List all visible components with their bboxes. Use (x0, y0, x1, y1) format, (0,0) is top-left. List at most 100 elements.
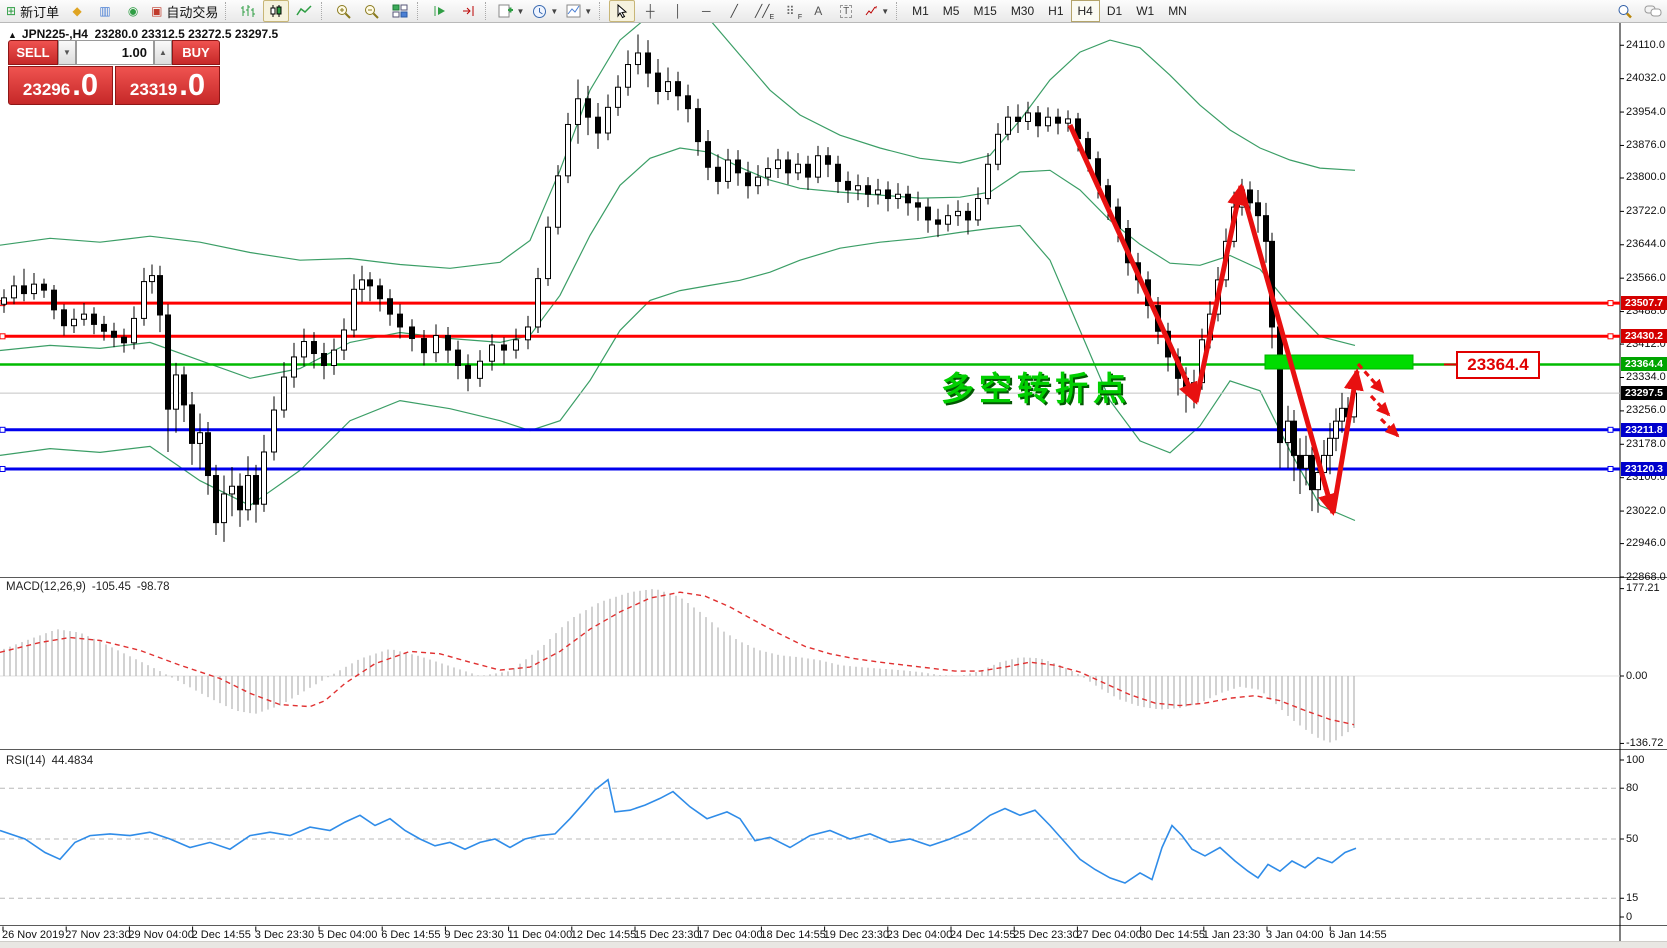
time-axis-label: 3 Jan 04:00 (1266, 929, 1324, 941)
new-chart-icon[interactable]: ▼ (495, 0, 527, 22)
time-axis-label: 9 Dec 23:30 (444, 929, 504, 941)
dropdown-caret-icon[interactable]: ▼ (584, 6, 593, 16)
timeframe-h1[interactable]: H1 (1048, 4, 1064, 18)
timeframe-mn[interactable]: MN (1168, 4, 1187, 18)
price-tag-label[interactable]: 23364.4 (1456, 351, 1540, 379)
channel-icon[interactable]: ╱╱ E (754, 4, 775, 21)
line-chart-icon[interactable] (291, 0, 317, 22)
candle-body (1303, 454, 1309, 469)
dropdown-caret-icon[interactable]: ▼ (550, 6, 559, 16)
candle-body (229, 485, 235, 495)
candle-body (1015, 116, 1021, 122)
autotrading-icon-label: 自动交易 (166, 4, 219, 20)
candle-body (885, 189, 891, 200)
zoom-out-icon[interactable] (359, 0, 385, 22)
rsi-tick-label: 15 (1626, 891, 1639, 904)
chart-shift-icon[interactable] (455, 0, 481, 22)
candle-body (1263, 215, 1269, 242)
horizontal-line-icon[interactable]: ─ (693, 0, 719, 22)
data-window-icon[interactable]: ▥ (92, 0, 118, 22)
timeframe-m1[interactable]: M1 (912, 4, 929, 18)
candle-body (1339, 407, 1345, 422)
shapes-icon[interactable]: ▼ (861, 0, 892, 22)
tile-windows-icon[interactable] (387, 0, 413, 22)
sell-button[interactable]: SELL (8, 40, 58, 65)
candle-body (1, 297, 7, 305)
line-handle (0, 333, 6, 340)
dropdown-caret-icon[interactable]: ▼ (516, 6, 525, 16)
autotrading-icon[interactable]: ▣ 自动交易 (148, 0, 221, 22)
rsi-tick-label: 80 (1626, 781, 1639, 794)
autotrading-icon: ▣ (151, 4, 163, 18)
candle-body (61, 309, 67, 327)
toolbar-separator (485, 2, 491, 20)
chart-annotation-text[interactable]: 多空转折点 (941, 370, 1131, 407)
candle-body (377, 285, 383, 300)
gold-chart-icon[interactable]: ◆ (64, 0, 90, 22)
timeframe-d1[interactable]: D1 (1106, 4, 1123, 18)
time-axis-label: 6 Jan 14:55 (1329, 929, 1387, 941)
auto-scroll-icon[interactable] (427, 0, 453, 22)
new-order-icon[interactable]: ⊞ 新订单 (3, 0, 62, 22)
buy-price-button[interactable]: 23319 .0 (115, 66, 220, 105)
candle-body (51, 289, 57, 311)
cursor-icon[interactable] (609, 0, 636, 22)
chat-icon[interactable] (1640, 0, 1666, 22)
candle-body (189, 404, 195, 444)
timeframe-m30[interactable]: M30 (1010, 4, 1035, 18)
candle-body (367, 279, 373, 287)
templates-icon[interactable]: ▼ (563, 0, 595, 22)
candle-body (735, 159, 741, 174)
candlestick-chart-icon[interactable] (263, 0, 290, 22)
fibonacci-icon[interactable]: ⠿ F (785, 4, 803, 21)
sell-price-button[interactable]: 23296 .0 (8, 66, 113, 105)
time-axis-label: 23 Dec 04:00 (886, 929, 953, 941)
trend-arrow (1193, 183, 1247, 403)
trendline-icon[interactable]: ╱ (721, 0, 747, 22)
time-axis-label: 27 Dec 04:00 (1076, 929, 1142, 941)
candle-body (111, 330, 117, 338)
candle-body (765, 168, 771, 178)
candle-body (513, 339, 519, 351)
zoom-in-icon[interactable] (331, 0, 357, 22)
dashed-forecast-arrow (1379, 417, 1400, 438)
price-level-badge: 23364.4 (1621, 357, 1667, 372)
trend-arrow (1238, 185, 1338, 516)
line-handle (0, 465, 6, 472)
text-icon[interactable]: A (805, 0, 831, 22)
candle-body (213, 475, 219, 524)
time-axis-label: 30 Dec 14:55 (1139, 929, 1206, 941)
radar-icon[interactable]: ◉ (120, 0, 146, 22)
timeframe-w1[interactable]: W1 (1136, 4, 1155, 18)
timeframe-m15[interactable]: M15 (973, 4, 997, 18)
rsi-tick-label: 50 (1626, 832, 1639, 845)
rsi-tick-label: 100 (1626, 753, 1645, 766)
bar-chart-icon[interactable] (235, 0, 261, 22)
time-axis-label: 29 Nov 04:00 (128, 929, 194, 941)
periods-icon[interactable]: ▼ (529, 0, 561, 22)
dropdown-caret-icon[interactable]: ▼ (881, 6, 890, 16)
timeframe-h4[interactable]: H4 (1070, 0, 1100, 22)
time-axis-label: 27 Nov 23:30 (65, 929, 131, 941)
buy-button[interactable]: BUY (172, 40, 220, 65)
rsi-tick-label: 0 (1626, 910, 1633, 923)
candle-body (387, 298, 393, 315)
toolbar: ⊞ 新订单 ◆ ▥ ◉ ▣ 自动交易 ▼ ▼ ▼ ┼ │ ─ ╱ ╱╱ E ⠿ F A T ▼ M1 M5 M15 M30 H1 H… (0, 0, 1667, 23)
text-label-icon[interactable]: T (833, 0, 859, 22)
vertical-line-icon[interactable]: │ (665, 0, 691, 22)
volume-decrease-button[interactable]: ▼ (58, 40, 76, 65)
volume-increase-button[interactable]: ▲ (154, 40, 172, 65)
window-bottom-strip (0, 941, 1667, 948)
search-icon[interactable] (1612, 0, 1638, 22)
timeframe-m5[interactable]: M5 (942, 4, 960, 18)
time-axis-label: 6 Dec 14:55 (381, 929, 441, 941)
crosshair-icon[interactable]: ┼ (637, 0, 663, 22)
candle-body (1297, 454, 1303, 469)
volume-input[interactable]: 1.00 (76, 40, 154, 65)
collapse-arrow-icon[interactable]: ▲ (8, 30, 17, 40)
candle-body (915, 202, 921, 208)
candle-body (31, 283, 37, 295)
dashed-forecast-arrow (1356, 362, 1385, 394)
